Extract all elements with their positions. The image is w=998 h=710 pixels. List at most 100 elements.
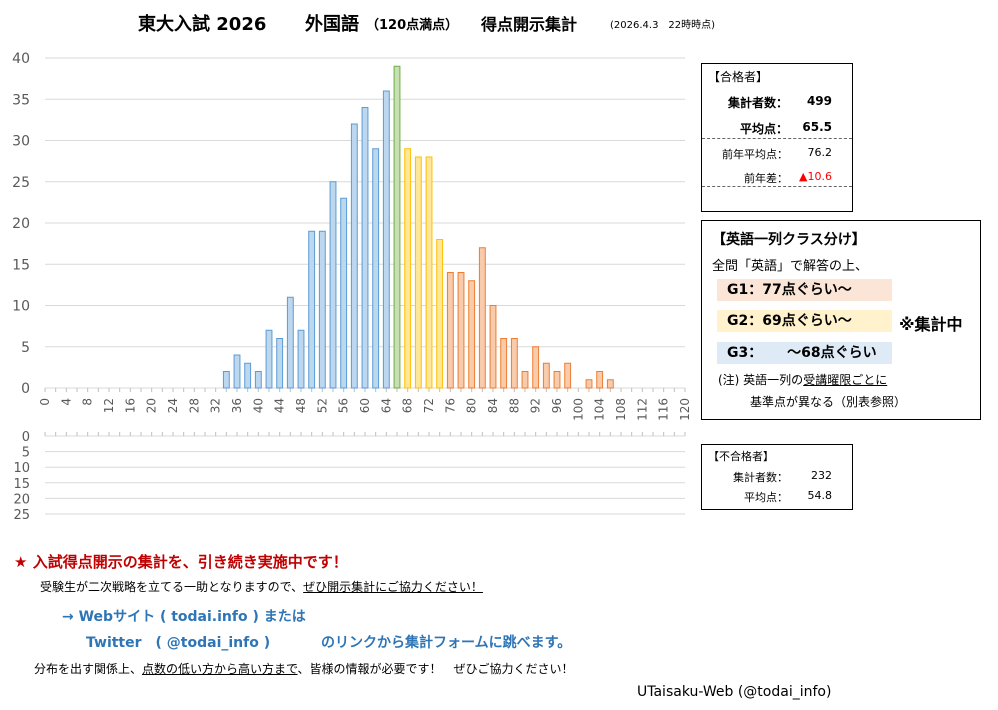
pass-diff-value: ▲10.6 xyxy=(799,170,832,183)
footer-credit: UTaisaku-Web (@todai_info) xyxy=(637,684,832,700)
english-class-box: 【英語一列クラス分け】 全問「英語」で解答の上、 G1：77点ぐらい〜 G2：6… xyxy=(701,220,981,420)
pass-bar xyxy=(457,272,465,389)
english-g3-value: 〜68点ぐらい xyxy=(787,345,877,361)
english-note-line2: 基準点が異なる（別表参照） xyxy=(750,395,907,409)
pass-x-tick-label: 80 xyxy=(465,398,479,413)
pass-bar xyxy=(500,338,508,389)
pass-x-tick-label: 56 xyxy=(337,398,351,413)
pass-x-tick-label: 88 xyxy=(507,398,521,413)
footer-line2[interactable]: → Webサイト ( todai.info ) または xyxy=(62,609,306,625)
pass-bar xyxy=(542,362,550,389)
pass-bar xyxy=(350,123,358,389)
pass-bar xyxy=(414,156,422,389)
pass-bar xyxy=(436,239,444,389)
pass-x-tick-label: 36 xyxy=(230,398,244,413)
pass-bar xyxy=(244,362,252,389)
pass-bar xyxy=(297,329,305,389)
pass-bar xyxy=(308,230,316,389)
english-g3-label: G3： xyxy=(727,345,763,361)
pass-bar xyxy=(361,107,369,389)
pass-bar xyxy=(596,371,604,389)
pass-bar xyxy=(606,379,614,389)
pass-divider-2 xyxy=(702,186,852,187)
title-bar: 東大入試 2026 外国語 （120点満点） 得点開示集計 (2026.4.3 … xyxy=(0,10,998,36)
pass-divider-1 xyxy=(702,138,852,139)
pass-avg-value: 65.5 xyxy=(802,120,832,134)
fail-y-tick-label: 5 xyxy=(22,446,30,461)
title-fullscore: （120点満点） xyxy=(366,18,459,33)
pass-header: 【合格者】 xyxy=(708,70,769,84)
fail-y-tick-label: 25 xyxy=(13,508,30,520)
pass-x-tick-label: 64 xyxy=(379,398,393,413)
pass-y-tick-label: 25 xyxy=(12,175,30,191)
pass-y-tick-label: 5 xyxy=(21,340,30,356)
english-in-progress: ※集計中 xyxy=(899,315,963,334)
pass-x-tick-label: 116 xyxy=(657,398,671,421)
pass-x-tick-label: 40 xyxy=(251,398,265,413)
title-main: 東大入試 2026 xyxy=(138,14,267,35)
fail-y-tick-label: 20 xyxy=(13,492,30,507)
fail-count-label: 集計者数： xyxy=(733,471,788,484)
star-icon: ★ xyxy=(14,553,28,571)
pass-y-tick-label: 30 xyxy=(12,134,30,150)
pass-prev-avg-label: 前年平均点： xyxy=(722,148,788,161)
pass-bar xyxy=(254,371,262,389)
pass-y-axis: 0 5 10 15 20 25 30 35 40 xyxy=(12,51,30,397)
pass-y-tick-label: 35 xyxy=(12,92,30,108)
pass-y-tick-label: 40 xyxy=(12,51,30,67)
pass-y-tick-label: 0 xyxy=(21,381,30,397)
pass-count-label: 集計者数： xyxy=(727,96,788,110)
footer-line1-b: ぜひ開示集計にご協力ください！ xyxy=(303,580,483,594)
pass-bar xyxy=(265,329,273,389)
pass-bar xyxy=(286,296,294,389)
fail-avg-label: 平均点： xyxy=(744,491,788,504)
footer-line1: 受験生が二次戦略を立てる一助となりますので、ぜひ開示集計にご協力ください！ xyxy=(40,578,483,595)
fail-avg-value: 54.8 xyxy=(807,489,833,502)
pass-bar xyxy=(222,371,230,389)
pass-diff-label: 前年差： xyxy=(744,172,788,185)
footer-headline: ★ 入試得点開示の集計を、引き続き実施中です！ xyxy=(14,551,348,572)
pass-x-tick-label: 120 xyxy=(678,398,692,421)
fail-grid xyxy=(44,432,686,515)
footer-line4: 分布を出す関係上、点数の低い方から高い方まで、皆様の情報が必要です！ ぜひご協力… xyxy=(34,660,574,677)
pass-bar xyxy=(532,346,540,389)
english-g1-band: G1：77点ぐらい〜 xyxy=(717,279,892,301)
pass-y-tick-label: 10 xyxy=(12,299,30,315)
pass-avg-label: 平均点： xyxy=(739,122,788,136)
footer-line1-a: 受験生が二次戦略を立てる一助となりますので、 xyxy=(40,580,304,594)
pass-bar xyxy=(510,338,518,389)
pass-bar xyxy=(489,305,497,389)
pass-x-tick-label: 32 xyxy=(209,398,223,413)
footer-headline-text: 入試得点開示の集計を、引き続き実施中です！ xyxy=(32,553,348,571)
pass-x-tick-label: 84 xyxy=(486,398,500,413)
footer-twitter-link[interactable]: Twitter ( @todai_info ) xyxy=(86,635,271,651)
english-note-underlined: 受講曜限ごとに xyxy=(803,373,888,387)
pass-bar xyxy=(585,379,593,389)
pass-x-tick-label: 68 xyxy=(401,398,415,413)
english-g2-band: G2：69点ぐらい〜 xyxy=(717,310,892,332)
footer-line4-b: 点数の低い方から高い方まで xyxy=(142,662,298,676)
pass-bar xyxy=(393,65,401,389)
title-kind: 得点開示集計 xyxy=(481,15,578,34)
english-note: (注) 英語一列の受講曜限ごとに xyxy=(718,371,887,388)
pass-bar xyxy=(425,156,433,389)
pass-x-tick-label: 20 xyxy=(145,398,159,413)
pass-stats-box: 【合格者】 集計者数： 499 平均点： 65.5 前年平均点： 76.2 前年… xyxy=(701,63,853,212)
title-timestamp: (2026.4.3 22時時点) xyxy=(610,20,716,31)
pass-x-tick-label: 8 xyxy=(81,398,95,406)
footer-line4-c: 、皆様の情報が必要です！ ぜひご協力ください！ xyxy=(297,662,574,676)
pass-count-value: 499 xyxy=(806,94,832,108)
footer-line4-a: 分布を出す関係上、 xyxy=(34,662,143,676)
pass-bar xyxy=(318,230,326,389)
pass-x-tick-label: 100 xyxy=(571,398,585,421)
english-g3-band: G3： 〜68点ぐらい xyxy=(717,342,892,364)
pass-x-tick-label: 60 xyxy=(358,398,372,413)
pass-bar xyxy=(382,90,390,389)
pass-x-tick-label: 0 xyxy=(38,398,52,406)
footer-line3: Twitter ( @todai_info ) のリンクから集計フォームに跳べま… xyxy=(86,632,571,652)
pass-x-tick-label: 108 xyxy=(614,398,628,421)
pass-x-tick-label: 96 xyxy=(550,398,564,413)
